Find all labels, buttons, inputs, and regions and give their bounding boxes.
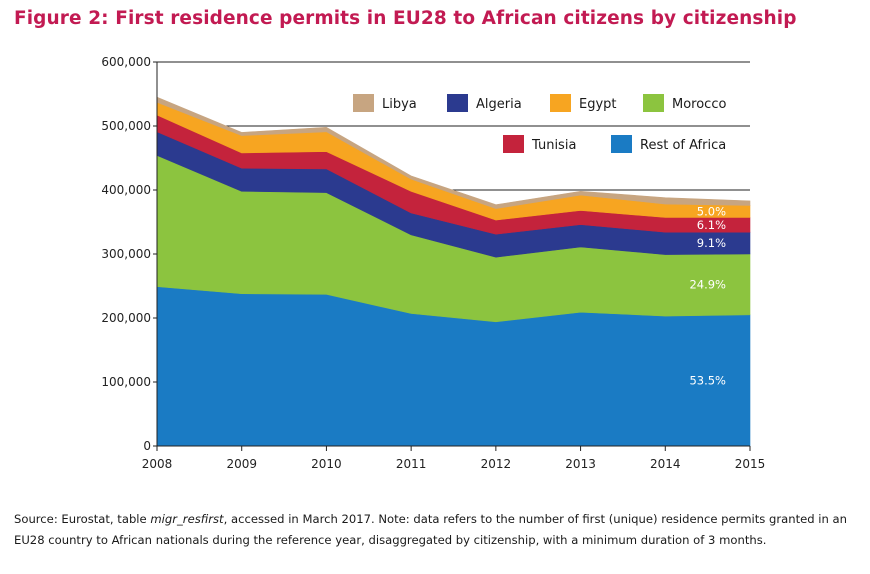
figure-title: Figure 2: First residence permits in EU2… [14, 8, 797, 29]
y-tick-label: 500,000 [101, 119, 151, 133]
data-label-egypt: 5.0% [697, 204, 726, 218]
stacked-area-chart: 0 100,000 200,000 300,000 400,000 500,000 600,… [101, 55, 765, 471]
y-tick-label: 200,000 [101, 311, 151, 325]
legend-swatch-tunisia [503, 135, 524, 153]
y-tick-label: 600,000 [101, 55, 151, 69]
data-label-algeria: 9.1% [697, 236, 726, 250]
legend-label-libya: Libya [382, 97, 417, 112]
source-prefix: Source: Eurostat, table [14, 512, 151, 526]
data-label-tunisia: 6.1% [697, 218, 726, 232]
y-tick-label: 100,000 [101, 375, 151, 389]
x-tick-label: 2015 [735, 457, 766, 471]
data-label-morocco: 24.9% [689, 277, 726, 291]
legend-swatch-rest-of-africa [611, 135, 632, 153]
x-tick-label: 2014 [650, 457, 681, 471]
legend-label-egypt: Egypt [579, 97, 617, 112]
legend-label-algeria: Algeria [476, 97, 522, 112]
legend-swatch-algeria [447, 94, 468, 112]
axes: 0 100,000 200,000 300,000 400,000 500,000 600,… [101, 55, 765, 471]
area-series [156, 96, 751, 447]
x-tick-label: 2013 [565, 457, 596, 471]
y-tick-label: 400,000 [101, 183, 151, 197]
source-rest: , accessed in March 2017. Note: data ref… [14, 512, 848, 547]
legend-swatch-morocco [643, 94, 664, 112]
x-tick-label: 2008 [142, 457, 173, 471]
legend-label-tunisia: Tunisia [531, 138, 576, 153]
y-tick-label: 300,000 [101, 247, 151, 261]
legend: Libya Algeria Egypt Morocco Tunisia Rest of A… [353, 94, 726, 153]
source-table-name: migr_resfirst [150, 512, 224, 526]
x-tick-label: 2010 [311, 457, 342, 471]
area-libya [156, 96, 751, 209]
source-note: Source: Eurostat, table migr_resfirst, a… [14, 509, 864, 551]
legend-swatch-libya [353, 94, 374, 112]
y-tick-label: 0 [143, 439, 151, 453]
x-tick-label: 2011 [396, 457, 427, 471]
data-label-rest-of-africa: 53.5% [689, 373, 726, 387]
legend-label-morocco: Morocco [672, 97, 726, 112]
legend-label-rest-of-africa: Rest of Africa [640, 138, 726, 153]
legend-swatch-egypt [550, 94, 571, 112]
data-labels: 5.0%6.1% 9.1% 24.9% 53.5% [689, 204, 726, 387]
x-tick-label: 2012 [481, 457, 512, 471]
x-tick-label: 2009 [226, 457, 257, 471]
